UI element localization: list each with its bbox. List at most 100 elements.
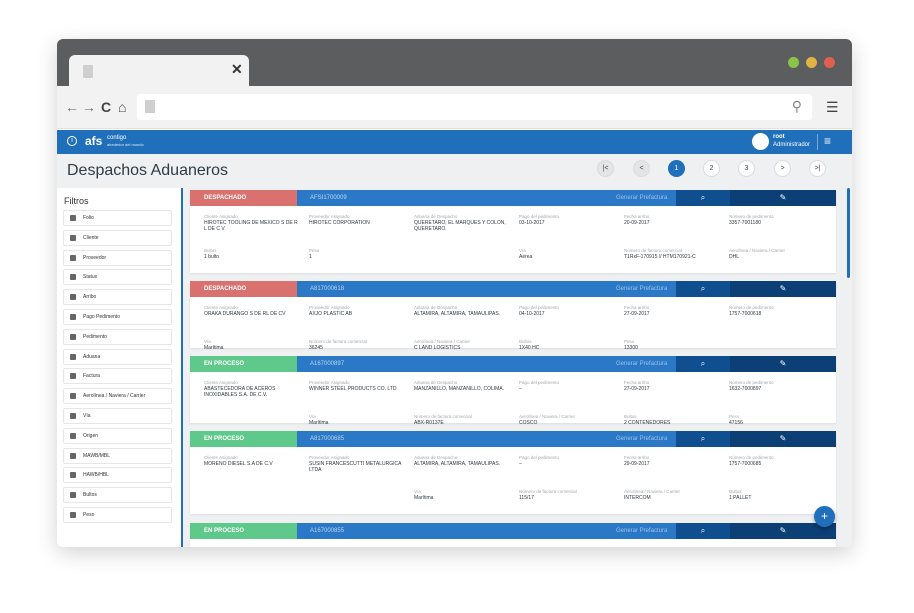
paperclip-icon[interactable]: ⌕	[676, 523, 730, 539]
edit-icon[interactable]: ✎	[730, 190, 836, 206]
paperclip-icon[interactable]: ⌕	[676, 356, 730, 372]
filter-icon	[70, 333, 76, 340]
page-button-1[interactable]: 1	[668, 160, 685, 177]
field-label: Vía	[204, 339, 211, 344]
filter-label: Cliente	[83, 234, 99, 241]
record-reference[interactable]: A817000618	[310, 286, 345, 292]
filter-item[interactable]: Pago Pedimento	[63, 309, 172, 325]
field-label: Número de factura comercial	[519, 489, 577, 494]
forward-icon[interactable]: →	[82, 99, 96, 115]
status-badge: EN PROCESO	[190, 431, 297, 447]
filter-item[interactable]: Aduana	[63, 348, 172, 365]
field-value: 1757-7000685	[729, 461, 762, 467]
paperclip-icon[interactable]: ⌕	[676, 281, 730, 297]
close-icon[interactable]: ✕	[231, 61, 243, 77]
filter-item[interactable]: MAWB/MBL	[63, 447, 172, 464]
generate-prefactura-button[interactable]: Generar Prefactura	[616, 361, 668, 367]
field-value: 29-09-2017	[624, 461, 650, 467]
record-reference[interactable]: A167000897	[310, 361, 345, 367]
field-label: Aduana de Despacho	[414, 214, 458, 219]
record-card[interactable]: EN PROCESO A167000897 Generar Prefactura ⌕ ✎…	[190, 356, 836, 426]
filter-item[interactable]: Folio	[63, 210, 172, 226]
page-icon	[83, 65, 93, 78]
field-value: 115/17	[519, 495, 534, 501]
field-value: –	[519, 386, 522, 392]
paperclip-icon[interactable]: ⌕	[676, 431, 730, 447]
first-page-button[interactable]: |<	[597, 160, 614, 177]
field-label: Aerolínea / Naviera / Carrier	[624, 489, 681, 494]
record-reference[interactable]: AFSI1700009	[310, 195, 347, 201]
filter-item[interactable]: Peso	[63, 507, 172, 523]
filter-item[interactable]: Factura	[63, 368, 172, 385]
record-card[interactable]: DESPACHADO A817000618 Generar Prefactura ⌕ ✎…	[190, 281, 836, 351]
info-icon[interactable]: i	[67, 136, 77, 146]
field-value: Aérea	[519, 254, 533, 260]
field-value: 1 PALLET	[729, 495, 752, 501]
filter-item[interactable]: Bultos	[63, 487, 172, 504]
edit-icon[interactable]: ✎	[730, 431, 836, 447]
home-icon[interactable]: ⌂	[118, 99, 127, 115]
record-card[interactable]: EN PROCESO A817000685 Generar Prefactura ⌕ ✎…	[190, 431, 836, 535]
filter-item[interactable]: Cliente	[63, 229, 172, 246]
close-dot[interactable]	[824, 57, 835, 68]
filter-label: Peso	[83, 512, 95, 518]
filter-item[interactable]: HAWB/HBL	[63, 467, 172, 484]
hamburger-menu-icon[interactable]: ≡	[817, 134, 831, 150]
filter-item[interactable]: Vía	[63, 408, 172, 424]
paperclip-icon[interactable]: ⌕	[676, 190, 730, 206]
last-page-button[interactable]: >|	[809, 160, 826, 177]
record-reference[interactable]: A817000685	[310, 436, 345, 442]
record-card[interactable]: DESPACHADO AFSI1700009 Generar Prefactura ⌕…	[190, 190, 836, 273]
record-field: Peso 13300	[624, 339, 719, 351]
record-card[interactable]: EN PROCESO A167000855 Generar Prefactura ⌕ ✎	[190, 523, 836, 547]
prev-page-button[interactable]: <	[633, 160, 650, 177]
search-icon[interactable]: ⚲	[791, 98, 802, 114]
edit-icon[interactable]: ✎	[730, 281, 836, 297]
filter-item[interactable]: Proveedor	[63, 249, 172, 266]
record-field: Cliente Asignado ABASTECEDORA DE ACEROS I…	[204, 380, 299, 398]
generate-prefactura-button[interactable]: Generar Prefactura	[616, 286, 668, 292]
scrollbar[interactable]	[847, 188, 850, 278]
add-button[interactable]: +	[814, 506, 835, 527]
field-label: Número de factura comercial	[414, 414, 472, 419]
maximize-dot[interactable]	[788, 57, 799, 68]
app-header: i afs contigo alrededor del mundo root A…	[57, 130, 852, 154]
avatar[interactable]	[752, 133, 769, 150]
back-icon[interactable]: ←	[65, 99, 79, 115]
field-label: Cliente Asignado	[204, 455, 238, 460]
field-value: 47156	[729, 420, 743, 426]
filter-item[interactable]: Origen	[63, 427, 172, 444]
next-page-button[interactable]: >	[774, 160, 791, 177]
field-label: Número de pedimento	[729, 380, 774, 385]
generate-prefactura-button[interactable]: Generar Prefactura	[616, 195, 668, 201]
reload-icon[interactable]: C	[101, 99, 112, 115]
generate-prefactura-button[interactable]: Generar Prefactura	[616, 528, 668, 534]
generate-prefactura-button[interactable]: Generar Prefactura	[616, 436, 668, 442]
url-input[interactable]: ⚲	[137, 94, 812, 120]
field-label: Aerolínea / Naviera / Carrier	[519, 414, 576, 419]
browser-tab[interactable]: ✕	[69, 55, 249, 86]
field-value: 27-09-2017	[624, 311, 650, 317]
record-field: Proveedor Asignado WINNER STEEL PRODUCTS …	[309, 380, 404, 392]
record-field: Fecha arribo 27-09-2017	[624, 380, 719, 392]
filter-item[interactable]: Pedimento	[63, 328, 172, 345]
field-value: MORENO DIESEL S.A DE C.V	[204, 461, 273, 467]
record-field: Vía Marítima	[204, 339, 299, 351]
status-badge: DESPACHADO	[190, 190, 297, 206]
record-field: Cliente Asignado MORENO DIESEL S.A DE C.V	[204, 455, 299, 467]
minimize-dot[interactable]	[806, 57, 817, 68]
filter-item[interactable]: Status	[63, 269, 172, 286]
field-label: Proveedor Asignado	[309, 305, 350, 310]
record-field: Aduana de Despacho QUERETARO, EL MARQUES …	[414, 214, 509, 232]
field-value: Marítima	[204, 345, 224, 351]
browser-menu-icon[interactable]: ☰	[826, 99, 839, 115]
field-value: 1	[309, 254, 312, 260]
filter-item[interactable]: Arribo	[63, 289, 172, 306]
record-reference[interactable]: A167000855	[310, 528, 345, 534]
user-name: root	[773, 134, 785, 140]
page-button-3[interactable]: 3	[738, 160, 755, 177]
filter-item[interactable]: Aerolínea / Naviera / Carrier	[63, 388, 172, 405]
page-button-2[interactable]: 2	[703, 160, 720, 177]
edit-icon[interactable]: ✎	[730, 356, 836, 372]
edit-icon[interactable]: ✎	[730, 523, 836, 539]
